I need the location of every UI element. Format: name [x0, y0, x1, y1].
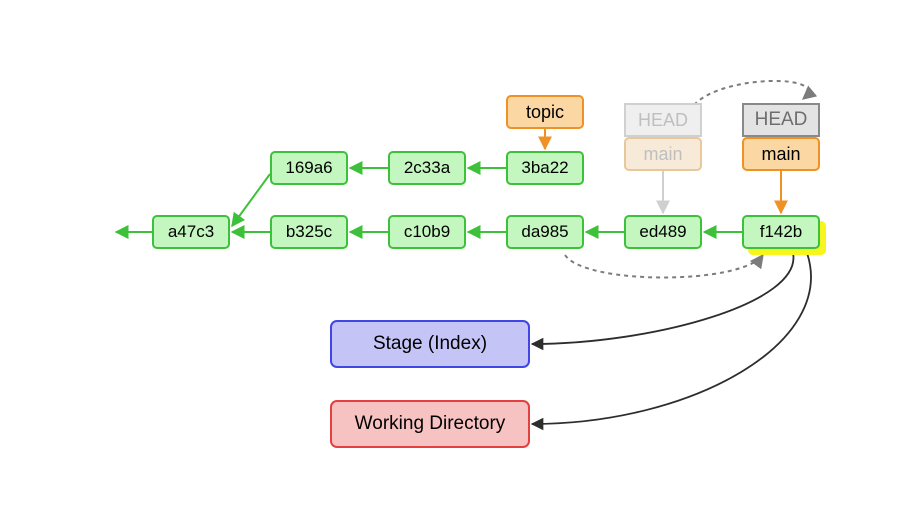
ref-main: main [742, 137, 820, 171]
commit-3ba22: 3ba22 [506, 151, 584, 185]
stage-box: Stage (Index) [330, 320, 530, 368]
commit-da985: da985 [506, 215, 584, 249]
working-directory-box: Working Directory [330, 400, 530, 448]
ref-main-old: main [624, 137, 702, 171]
commit-169a6: 169a6 [270, 151, 348, 185]
ref-head-old: HEAD [624, 103, 702, 137]
commit-b325c: b325c [270, 215, 348, 249]
commit-a47c3: a47c3 [152, 215, 230, 249]
commit-ed489: ed489 [624, 215, 702, 249]
commit-c10b9: c10b9 [388, 215, 466, 249]
branch-topic: topic [506, 95, 584, 129]
diagram-arrows [0, 0, 907, 529]
ref-head: HEAD [742, 103, 820, 137]
commit-2c33a: 2c33a [388, 151, 466, 185]
commit-f142b: f142b [742, 215, 820, 249]
